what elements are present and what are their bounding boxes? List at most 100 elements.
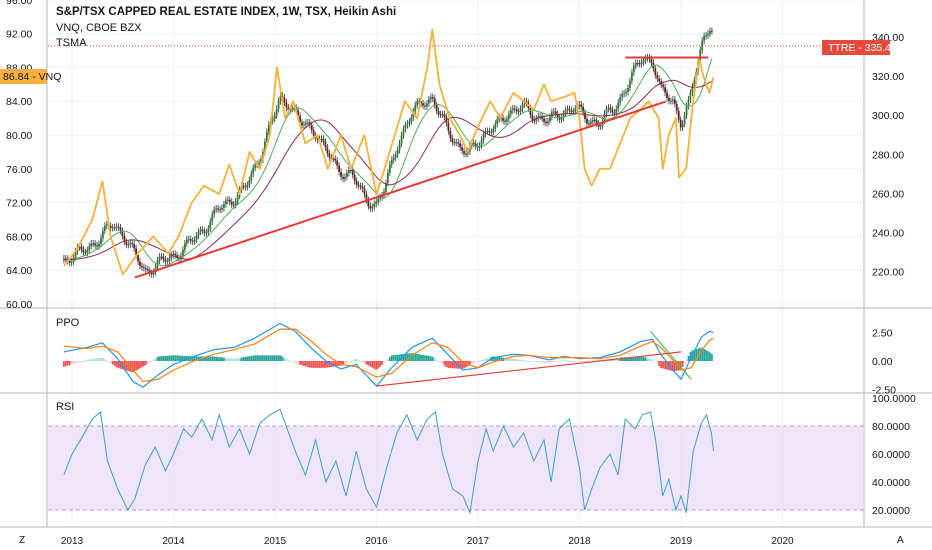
candle-body: [346, 172, 348, 177]
candle-body: [632, 65, 635, 73]
candle-body: [402, 128, 405, 136]
ppo-histogram-bar: [74, 361, 77, 364]
ppo-histogram-bar: [76, 361, 79, 363]
rsi-axis-tick: 100.0000: [872, 393, 916, 405]
candle-body: [349, 169, 352, 171]
ppo-histogram-bar: [632, 356, 635, 361]
ppo-histogram-bar: [269, 355, 272, 361]
ppo-histogram-bar: [172, 355, 175, 361]
x-tick-label: 2017: [467, 536, 490, 547]
ppo-histogram-bar: [589, 360, 592, 362]
candle-body: [297, 110, 300, 116]
ppo-histogram-bar: [166, 355, 169, 361]
candle-body: [367, 200, 370, 206]
candle-body: [344, 176, 346, 179]
ppo-histogram-bar: [474, 361, 477, 363]
left-axis-tick: 80.00: [6, 130, 32, 142]
candle-body: [102, 230, 104, 238]
candle-body: [84, 252, 87, 254]
candle-body: [572, 111, 575, 113]
candle-body: [250, 173, 253, 181]
candle-body: [691, 86, 694, 93]
ppo-histogram-bar: [265, 355, 268, 361]
x-tick-label: 2019: [670, 536, 693, 547]
ppo-histogram-bar: [139, 361, 141, 369]
ppo-histogram-bar: [314, 361, 317, 368]
ppo-histogram-bar: [246, 356, 249, 361]
candle-body: [205, 232, 208, 234]
candle-body: [137, 254, 139, 262]
ppo-histogram-bar: [223, 357, 225, 361]
right-axis-tick: 240.00: [872, 228, 904, 240]
ppo-histogram-bar: [256, 355, 259, 361]
ppo-histogram-bar: [213, 356, 216, 361]
candle-body: [305, 122, 307, 125]
x-tick-label: 2016: [365, 536, 388, 547]
candle-body: [199, 229, 202, 232]
candle-body: [267, 124, 270, 132]
candle-body: [539, 116, 542, 118]
ppo-histogram-bar: [558, 360, 561, 362]
candle-body: [513, 108, 516, 110]
ppo-histogram-bar: [705, 349, 707, 361]
ppo-histogram-bar: [683, 361, 686, 364]
candle-body: [549, 116, 551, 122]
candle-body: [113, 227, 116, 229]
ppo-histogram-bar: [478, 360, 481, 362]
right-axis-tick: 300.00: [872, 110, 904, 122]
candle-body: [375, 201, 378, 204]
ppo-histogram-bar: [72, 361, 75, 364]
z-button[interactable]: Z: [19, 535, 25, 546]
ppo-histogram-bar: [685, 359, 688, 361]
x-tick-label: 2013: [61, 536, 84, 547]
ppo-histogram-bar: [248, 356, 251, 361]
ppo-histogram-bar: [433, 358, 436, 361]
candle-body: [195, 235, 198, 240]
ppo-histogram-bar: [90, 359, 93, 361]
ppo-histogram-bar: [283, 357, 286, 361]
candle-body: [701, 40, 704, 51]
ppo-histogram-bar: [621, 357, 624, 361]
candle-body: [168, 258, 171, 262]
ppo-histogram-bar: [78, 361, 81, 363]
candle-body: [197, 231, 200, 236]
candle-body: [693, 80, 696, 87]
candle-body: [492, 128, 495, 132]
candle-body: [322, 138, 325, 142]
candle-body: [586, 119, 588, 124]
candle-body: [320, 138, 323, 140]
candle-body: [404, 125, 407, 129]
candle-body: [414, 105, 417, 112]
ppo-histogram-bar: [357, 360, 360, 362]
candle-body: [336, 160, 339, 166]
candle-body: [629, 80, 631, 88]
candle-body: [355, 180, 358, 185]
candle-body: [441, 114, 444, 116]
candle-body: [574, 108, 577, 112]
candle-body: [552, 111, 555, 113]
candle-body: [359, 186, 362, 188]
ppo-histogram-bar: [515, 359, 518, 361]
ppo-histogram-bar: [250, 355, 253, 361]
ppo-histogram-bar: [211, 356, 214, 361]
candle-body: [490, 131, 493, 133]
ppo-histogram-bar: [586, 361, 588, 362]
candle-body: [580, 104, 583, 107]
ppo-histogram-bar: [299, 361, 301, 365]
vnq-badge-text: 86.84 - VNQ: [3, 71, 61, 83]
candle-body: [158, 256, 161, 261]
ppo-histogram-bar: [625, 357, 627, 361]
candle-body: [504, 120, 506, 122]
ppo-histogram-bar: [496, 356, 499, 361]
candle-body: [650, 59, 653, 63]
ppo-histogram-bar: [443, 361, 446, 366]
ppo-histogram-bar: [191, 356, 194, 361]
candle-body: [486, 131, 489, 133]
candle-body: [260, 159, 262, 163]
candle-body: [537, 116, 540, 119]
ppo-histogram-bar: [418, 354, 421, 361]
ppo-histogram-bar: [564, 360, 567, 362]
ppo-histogram-bar: [285, 358, 288, 361]
ppo-histogram-bar: [673, 361, 676, 371]
a-button[interactable]: A: [897, 535, 904, 546]
